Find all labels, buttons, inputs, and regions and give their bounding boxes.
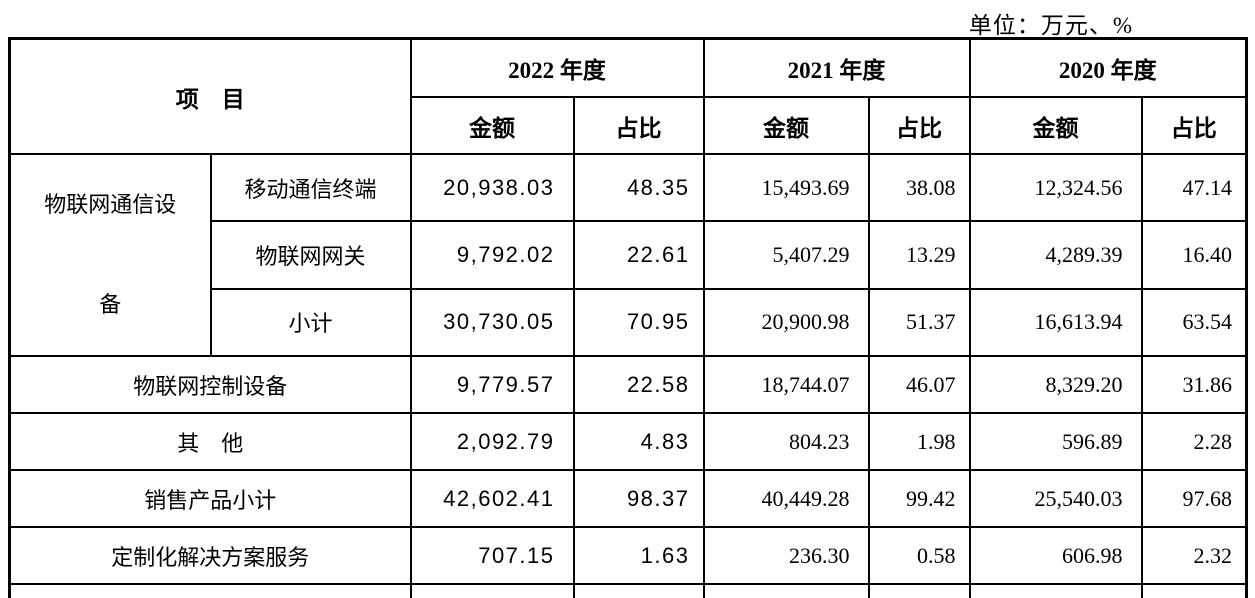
- ratio-cell-2021: 0.58: [867, 526, 971, 585]
- ratio-cell-2020: 16.40: [1140, 220, 1248, 290]
- amount-cell-2020: 25,540.03: [968, 469, 1143, 528]
- row-label: 定制化解决方案服务: [8, 526, 412, 585]
- column-header-ratio-2020: 占比: [1140, 96, 1248, 155]
- column-header-amount-2020: 金额: [968, 96, 1143, 155]
- ratio-cell-2022: 4.83: [572, 412, 705, 471]
- amount-cell-2021: 40,685.58: [702, 583, 870, 598]
- table-row-iot-control: 物联网控制设备 9,779.57 22.58 18,744.07 46.07 8…: [8, 355, 1248, 414]
- ratio-cell-2022: 48.35: [572, 152, 705, 223]
- amount-cell-2021: 40,449.28: [702, 469, 870, 528]
- ratio-cell-2022: 22.58: [572, 355, 705, 414]
- amount-cell-2022: 9,779.57: [409, 355, 575, 414]
- row-label: 移动通信终端: [209, 152, 412, 223]
- ratio-cell-2021: 46.07: [867, 355, 971, 414]
- column-header-item: 项 目: [8, 37, 412, 155]
- ratio-cell-2020: 97.68: [1140, 469, 1248, 528]
- ratio-cell-2022: 1.63: [572, 526, 705, 585]
- column-header-year-2020: 2020 年度: [968, 37, 1248, 98]
- ratio-cell-2020: 100.00: [1140, 583, 1248, 598]
- row-label: 合 计: [8, 583, 412, 598]
- row-label: 小计: [209, 287, 412, 358]
- row-group-label: 物联网通信设备: [8, 153, 212, 357]
- table-header-row-years: 项 目 2022 年度 2021 年度 2020 年度: [8, 37, 1248, 155]
- table-row-custom-solutions: 定制化解决方案服务 707.15 1.63 236.30 0.58 606.98…: [8, 526, 1248, 585]
- amount-cell-2020: 12,324.56: [968, 152, 1143, 223]
- amount-cell-2020: 16,613.94: [968, 287, 1143, 358]
- amount-cell-2022: 43,309.55: [409, 583, 575, 598]
- table-row-total: 合 计 43,309.55 100.00 40,685.58 100.00 26…: [8, 583, 1248, 598]
- column-header-year-2021: 2021 年度: [702, 37, 971, 98]
- amount-cell-2021: 804.23: [702, 412, 870, 471]
- amount-cell-2022: 42,602.41: [409, 469, 575, 528]
- amount-cell-2022: 20,938.03: [409, 152, 575, 223]
- column-header-ratio-2021: 占比: [867, 96, 971, 155]
- column-header-year-2022: 2022 年度: [409, 37, 705, 98]
- amount-cell-2021: 20,900.98: [702, 287, 870, 358]
- column-header-amount-2022: 金额: [409, 96, 575, 155]
- ratio-cell-2022: 22.61: [572, 220, 705, 290]
- ratio-cell-2021: 99.42: [867, 469, 971, 528]
- table-row-mobile-terminal: 物联网通信设备 移动通信终端 20,938.03 48.35 15,493.69…: [8, 152, 1248, 357]
- ratio-cell-2022: 98.37: [572, 469, 705, 528]
- row-label: 物联网网关: [209, 220, 412, 290]
- amount-cell-2020: 4,289.39: [968, 220, 1143, 290]
- ratio-cell-2020: 63.54: [1140, 287, 1248, 358]
- ratio-cell-2020: 47.14: [1140, 152, 1248, 223]
- ratio-cell-2021: 1.98: [867, 412, 971, 471]
- ratio-cell-2020: 31.86: [1140, 355, 1248, 414]
- row-label: 物联网控制设备: [8, 355, 412, 414]
- amount-cell-2020: 26,147.01: [968, 583, 1143, 598]
- amount-cell-2021: 18,744.07: [702, 355, 870, 414]
- row-group-label-text: 物联网通信设备: [44, 192, 177, 317]
- unit-label: 单位：万元、%: [968, 13, 1133, 38]
- table-row-other: 其 他 2,092.79 4.83 804.23 1.98 596.89 2.2…: [8, 412, 1248, 471]
- table-row-iot-gateway: 物联网网关 9,792.02 22.61 5,407.29 13.29 4,28…: [10, 220, 1248, 290]
- ratio-cell-2021: 51.37: [867, 287, 971, 358]
- table-row-subtotal-iot-comm: 小计 30,730.05 70.95 20,900.98 51.37 16,61…: [10, 287, 1248, 358]
- row-label: 销售产品小计: [8, 469, 412, 528]
- revenue-breakdown-table: 项 目 2022 年度 2021 年度 2020 年度 金额 占比 金额 占比 …: [8, 37, 1248, 598]
- ratio-cell-2020: 2.28: [1140, 412, 1248, 471]
- amount-cell-2022: 707.15: [409, 526, 575, 585]
- amount-cell-2020: 8,329.20: [968, 355, 1143, 414]
- ratio-cell-2022: 70.95: [572, 287, 705, 358]
- amount-cell-2021: 5,407.29: [702, 220, 870, 290]
- amount-cell-2020: 596.89: [968, 412, 1143, 471]
- ratio-cell-2021: 13.29: [867, 220, 971, 290]
- amount-cell-2020: 606.98: [968, 526, 1143, 585]
- table-row-products-subtotal: 销售产品小计 42,602.41 98.37 40,449.28 99.42 2…: [8, 469, 1248, 528]
- column-header-amount-2021: 金额: [702, 96, 870, 155]
- ratio-cell-2022: 100.00: [572, 583, 705, 598]
- amount-cell-2021: 236.30: [702, 526, 870, 585]
- ratio-cell-2021: 100.00: [867, 583, 971, 598]
- table-header-row-measures: 金额 占比 金额 占比 金额 占比: [10, 96, 1248, 155]
- amount-cell-2021: 15,493.69: [702, 152, 870, 223]
- amount-cell-2022: 30,730.05: [409, 287, 575, 358]
- amount-cell-2022: 9,792.02: [409, 220, 575, 290]
- ratio-cell-2020: 2.32: [1140, 526, 1248, 585]
- row-label: 其 他: [8, 412, 412, 471]
- column-header-ratio-2022: 占比: [572, 96, 705, 155]
- ratio-cell-2021: 38.08: [867, 152, 971, 223]
- amount-cell-2022: 2,092.79: [409, 412, 575, 471]
